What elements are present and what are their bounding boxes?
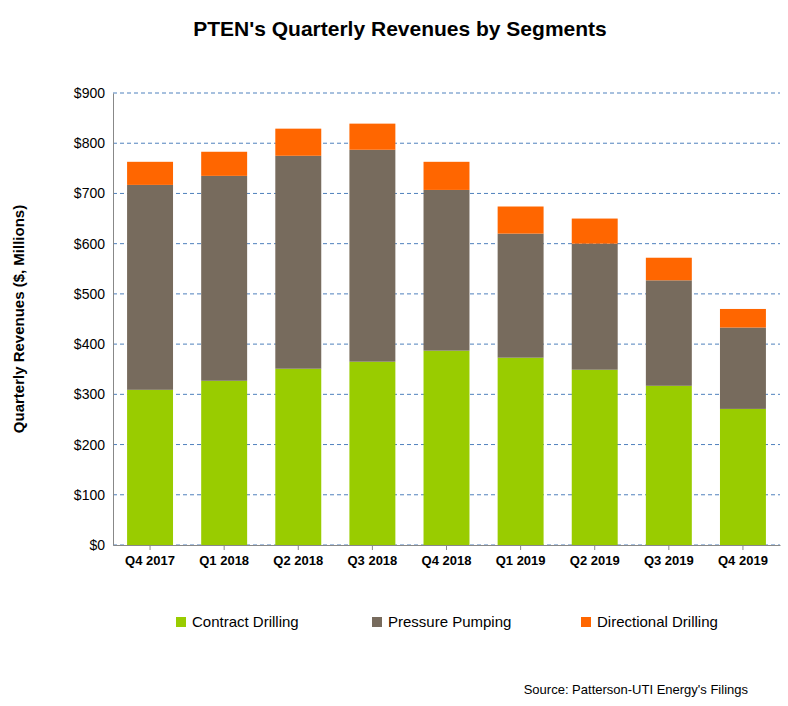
tick-label: Q1 2018 bbox=[199, 553, 249, 568]
bar bbox=[349, 124, 395, 150]
bar bbox=[275, 129, 321, 156]
tick-label: Q3 2018 bbox=[347, 553, 397, 568]
legend-label: Contract Drilling bbox=[192, 613, 299, 630]
bar bbox=[720, 309, 766, 328]
tick-label: Q4 2018 bbox=[422, 553, 472, 568]
legend-item: Contract Drilling bbox=[176, 613, 299, 630]
tick: Q2 2018 bbox=[273, 545, 323, 568]
bar bbox=[127, 390, 173, 545]
series bbox=[127, 150, 766, 409]
tick-label: $600 bbox=[74, 236, 105, 252]
tick-mark bbox=[446, 545, 447, 550]
tick: Q1 2019 bbox=[496, 545, 546, 568]
tick: Q2 2019 bbox=[570, 545, 620, 568]
bar bbox=[720, 328, 766, 409]
y-axis: $0 $100 $200 $300 $400 $500 $600 $700 $800 $900 bbox=[74, 85, 114, 553]
tick-label: $800 bbox=[74, 135, 105, 151]
x-axis: Q4 2017 Q1 2018 Q2 2018 Q3 2018 Q4 2018 Q1 20… bbox=[114, 545, 781, 568]
tick-label: Q2 2018 bbox=[273, 553, 323, 568]
title: PTEN's Quarterly Revenues by Segments bbox=[193, 17, 606, 40]
tick-mark bbox=[594, 545, 595, 550]
legend-swatch bbox=[581, 617, 591, 627]
tick-label: $200 bbox=[74, 437, 105, 453]
tick-mark bbox=[150, 545, 151, 550]
y-axis-title: Quarterly Revenues ($, Millions) bbox=[10, 205, 27, 433]
bar bbox=[201, 176, 247, 381]
tick: Q3 2018 bbox=[347, 545, 397, 568]
axis-line bbox=[113, 94, 114, 546]
bar bbox=[275, 156, 321, 369]
tick: Q1 2018 bbox=[199, 545, 249, 568]
bars bbox=[127, 124, 766, 545]
tick-label: Q4 2017 bbox=[125, 553, 175, 568]
tick-mark bbox=[298, 545, 299, 550]
series bbox=[127, 124, 766, 328]
bar bbox=[720, 409, 766, 545]
bar bbox=[201, 381, 247, 545]
tick-label: $400 bbox=[74, 336, 105, 352]
bar bbox=[201, 152, 247, 176]
tick: $500 bbox=[74, 286, 113, 302]
bar bbox=[498, 358, 544, 545]
plot: $0 $100 $200 $300 $400 $500 $600 $700 $800 $900 Q4… bbox=[74, 85, 781, 568]
bar bbox=[127, 185, 173, 390]
bar bbox=[424, 190, 470, 351]
grid bbox=[113, 93, 780, 545]
source: Source: Patterson-UTI Energy's Filings bbox=[524, 682, 749, 697]
bar bbox=[424, 162, 470, 190]
tick: Q4 2018 bbox=[422, 545, 472, 568]
tick-mark bbox=[742, 545, 743, 550]
tick-label: Q2 2019 bbox=[570, 553, 620, 568]
tick-label: $100 bbox=[74, 487, 105, 503]
bar bbox=[572, 370, 618, 545]
bar bbox=[498, 207, 544, 234]
tick-label: Q4 2019 bbox=[718, 553, 768, 568]
tick: $100 bbox=[74, 487, 113, 503]
bar bbox=[646, 386, 692, 545]
tick-mark bbox=[372, 545, 373, 550]
bar bbox=[646, 258, 692, 281]
legend-swatch bbox=[176, 617, 186, 627]
bar bbox=[349, 150, 395, 362]
bar bbox=[646, 280, 692, 385]
bar bbox=[275, 369, 321, 545]
tick-label: $900 bbox=[74, 85, 105, 101]
legend-label: Pressure Pumping bbox=[388, 613, 511, 630]
legend-swatch bbox=[372, 617, 382, 627]
legend-item: Pressure Pumping bbox=[372, 613, 511, 630]
tick: $300 bbox=[74, 386, 113, 402]
tick-mark bbox=[520, 545, 521, 550]
bar bbox=[572, 219, 618, 244]
tick: $700 bbox=[74, 185, 113, 201]
grid-line bbox=[113, 93, 780, 94]
legend-item: Directional Drilling bbox=[581, 613, 718, 630]
tick: $0 bbox=[89, 537, 113, 553]
tick-label: $500 bbox=[74, 286, 105, 302]
bar bbox=[572, 244, 618, 370]
tick-label: $300 bbox=[74, 386, 105, 402]
tick: $400 bbox=[74, 336, 113, 352]
tick: $200 bbox=[74, 437, 113, 453]
tick: $600 bbox=[74, 236, 113, 252]
tick-mark bbox=[224, 545, 225, 550]
tick: Q4 2017 bbox=[125, 545, 175, 568]
bar bbox=[127, 162, 173, 185]
tick: Q4 2019 bbox=[718, 545, 768, 568]
bar bbox=[349, 362, 395, 545]
tick-label: Q3 2019 bbox=[644, 553, 694, 568]
bar bbox=[498, 234, 544, 358]
tick-label: Q1 2019 bbox=[496, 553, 546, 568]
tick-label: $700 bbox=[74, 185, 105, 201]
legend: Contract Drilling Pressure Pumping Directi… bbox=[176, 613, 718, 630]
tick-label: $0 bbox=[89, 537, 105, 553]
grid-line bbox=[113, 143, 780, 144]
tick: Q3 2019 bbox=[644, 545, 694, 568]
bar bbox=[424, 351, 470, 545]
tick-mark bbox=[668, 545, 669, 550]
legend-label: Directional Drilling bbox=[597, 613, 718, 630]
tick: $900 bbox=[74, 85, 113, 101]
chart: $0 $100 $200 $300 $400 $500 $600 $700 $800 $900 Q4… bbox=[0, 0, 788, 706]
tick: $800 bbox=[74, 135, 113, 151]
